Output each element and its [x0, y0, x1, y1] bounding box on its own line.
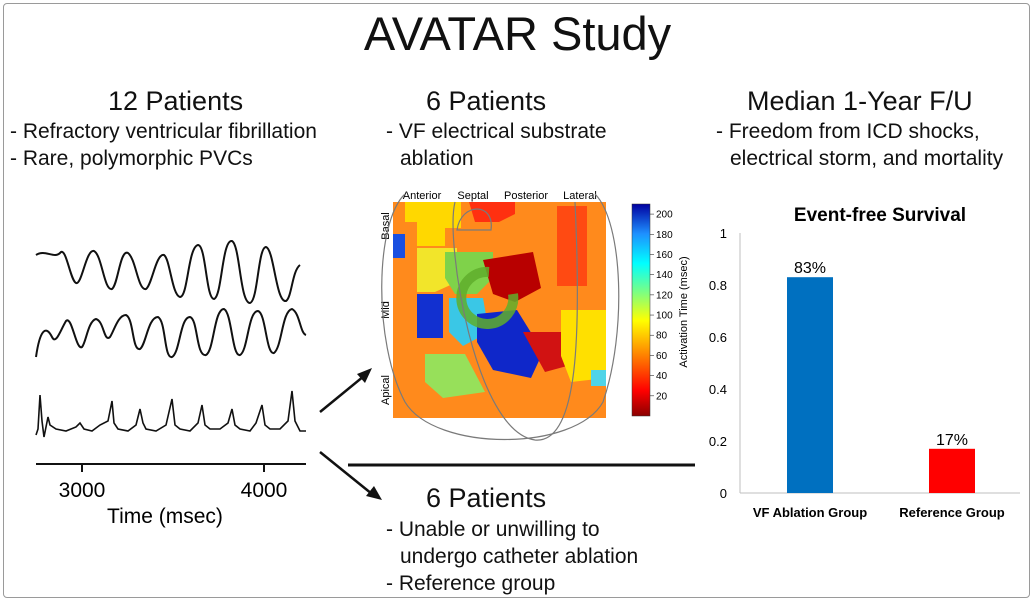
event-free-survival-chart: Event-free Survival 0 0.2 0.4 0.6 0.8 1 83% VF… — [709, 205, 1020, 520]
colorbar-ticklabel-140: 140 — [656, 270, 673, 281]
flow-arrows — [319, 368, 695, 500]
bar-reference — [929, 448, 975, 493]
heart-outline — [381, 193, 620, 441]
arrow-up-right — [319, 375, 365, 413]
heatmap-region-apical-green — [425, 354, 485, 398]
activation-map: Anterior Septal Posterior Lateral Basal … — [380, 190, 690, 441]
heatmap-region-apical-yellow — [561, 310, 606, 382]
colorbar-ticklabel-60: 60 — [656, 351, 668, 362]
heatmap-region-mid-blue-left — [417, 294, 443, 338]
slide-title: AVATAR Study — [363, 7, 672, 60]
ecg-traces-figure: 3000 4000 Time (msec) — [35, 240, 307, 528]
y-tick-label-1: 1 — [720, 226, 727, 241]
middle-top-bullets: - VF electrical substrate ablation — [386, 118, 607, 172]
ecg-axis-ticklabel-4000: 4000 — [241, 479, 288, 502]
heatmap-region-basal-yellow — [405, 202, 461, 246]
map-row-label-basal: Basal — [380, 212, 392, 240]
left-bullets: - Refractory ventricular fibrillation - … — [10, 118, 317, 172]
slide-frame — [3, 3, 1030, 598]
middle-top-bullet-1-cont: ablation — [400, 147, 474, 170]
map-col-label-posterior: Posterior — [504, 190, 548, 202]
colorbar-ticklabel-180: 180 — [656, 230, 673, 241]
heatmap-region-lateral-red — [557, 206, 587, 286]
arrow-up-right-head — [357, 368, 372, 383]
middle-bottom-bullet-1-cont: undergo catheter ablation — [400, 545, 639, 568]
x-category-label-2: Reference Group — [899, 505, 1005, 520]
ecg-trace-3 — [35, 390, 306, 438]
colorbar-ticklabel-20: 20 — [656, 391, 668, 402]
map-row-label-apical: Apical — [380, 375, 392, 405]
ecg-axis-label: Time (msec) — [107, 505, 223, 528]
heatmap-region-mid-red — [523, 332, 567, 372]
colorbar-ticklabel-80: 80 — [656, 331, 668, 342]
colorbar-ticklabel-200: 200 — [656, 210, 673, 221]
heatmap-region-basal-blue — [393, 234, 405, 258]
heart-outline-valve — [456, 208, 492, 231]
colorbar-ticks: 200 180 160 140 120 100 80 60 40 20 — [650, 210, 673, 402]
colorbar-ticklabel-40: 40 — [656, 371, 668, 382]
ecg-axis-ticklabel-3000: 3000 — [59, 479, 106, 502]
colorbar-ticklabel-120: 120 — [656, 290, 673, 301]
heatmap-region-mid-darkred — [483, 252, 541, 302]
left-heading: 12 Patients — [108, 86, 244, 116]
middle-bottom-bullet-2: - Reference group — [386, 572, 556, 595]
y-tick-label-0-8: 0.8 — [709, 278, 727, 293]
x-category-label-1: VF Ablation Group — [753, 505, 867, 520]
heatmap-region-apical-cyan — [591, 370, 606, 386]
y-tick-label-0: 0 — [720, 486, 727, 501]
y-tick-label-0-6: 0.6 — [709, 330, 727, 345]
heatmap-rotor-ring — [456, 266, 519, 329]
bar-data-label-1: 83% — [794, 260, 826, 277]
heatmap-region-septal-red — [469, 202, 515, 222]
middle-top-heading: 6 Patients — [426, 86, 547, 116]
map-col-label-septal: Septal — [457, 190, 488, 202]
ecg-trace-2 — [35, 307, 307, 358]
activation-map-heatmap — [393, 202, 606, 418]
chart-bars: 83% VF Ablation Group 17% Reference Group — [753, 260, 1005, 520]
map-col-label-lateral: Lateral — [563, 190, 597, 202]
right-bullet-1-cont: electrical storm, and mortality — [730, 147, 1004, 170]
middle-bottom-bullet-1: - Unable or unwilling to — [386, 518, 600, 541]
middle-bottom-heading: 6 Patients — [426, 483, 547, 513]
y-tick-label-0-4: 0.4 — [709, 382, 727, 397]
map-col-label-anterior: Anterior — [403, 190, 442, 202]
right-bullets: - Freedom from ICD shocks, electrical st… — [716, 118, 1003, 172]
right-bullet-1: - Freedom from ICD shocks, — [716, 120, 980, 143]
heart-outline-outer — [381, 193, 620, 441]
activation-colorbar: 200 180 160 140 120 100 80 60 40 20 Activation Ti… — [631, 203, 690, 417]
colorbar-ticklabel-100: 100 — [656, 311, 673, 322]
colorbar-label: Activation Time (msec) — [678, 256, 690, 367]
ecg-trace-1 — [35, 240, 301, 305]
colorbar-ticklabel-160: 160 — [656, 250, 673, 261]
bar-vf-ablation — [787, 277, 833, 493]
arrow-down-right-head — [366, 486, 382, 500]
right-heading: Median 1-Year F/U — [747, 86, 973, 116]
middle-bottom-bullets: - Unable or unwilling to undergo cathete… — [386, 516, 638, 597]
colorbar-gradient — [631, 203, 651, 417]
heart-outline-inner — [452, 201, 579, 441]
bar-data-label-2: 17% — [936, 432, 968, 449]
left-bullet-1: - Refractory ventricular fibrillation — [10, 120, 317, 143]
chart-title: Event-free Survival — [794, 205, 966, 226]
map-column-labels: Anterior Septal Posterior Lateral — [403, 190, 597, 202]
left-bullet-2: - Rare, polymorphic PVCs — [10, 147, 253, 170]
chart-y-ticks: 0 0.2 0.4 0.6 0.8 1 — [709, 226, 727, 501]
middle-top-bullet-1: - VF electrical substrate — [386, 120, 607, 143]
arrow-down-right — [319, 451, 373, 495]
y-tick-label-0-2: 0.2 — [709, 434, 727, 449]
